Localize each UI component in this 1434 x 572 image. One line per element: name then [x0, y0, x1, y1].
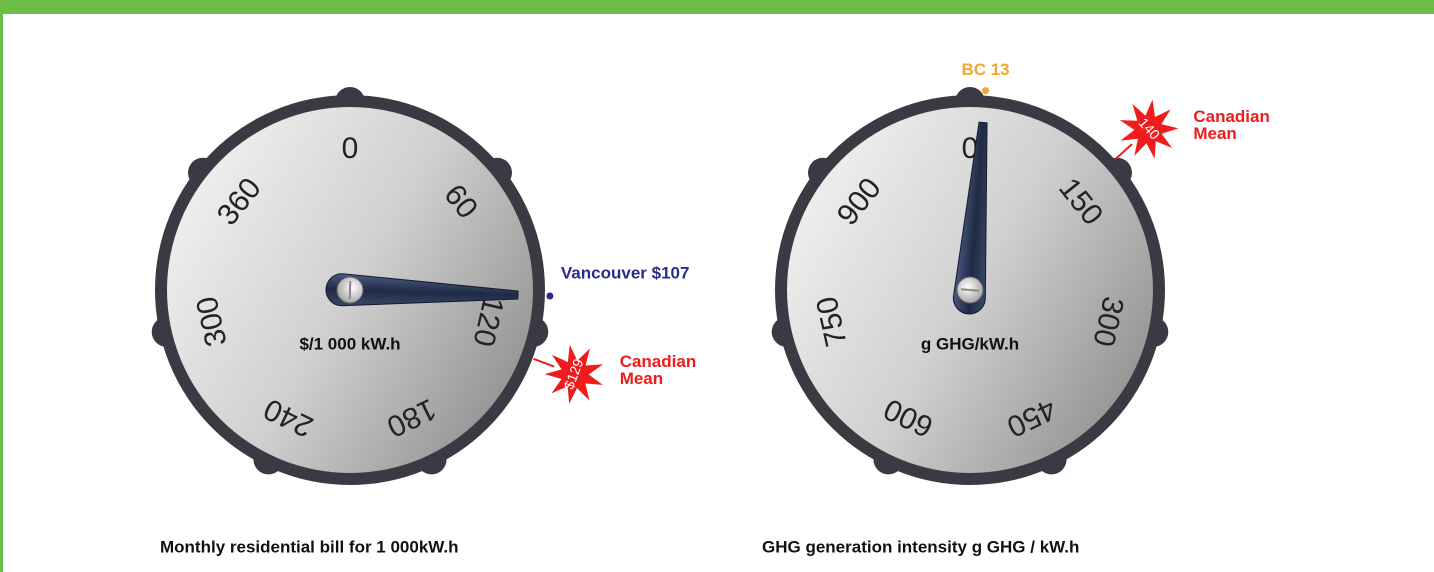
left-border	[0, 0, 3, 572]
caption: GHG generation intensity g GHG / kW.h	[762, 537, 1079, 556]
marker-line	[1116, 144, 1132, 159]
marker-line	[534, 359, 555, 367]
marker-label: Vancouver $107	[561, 263, 690, 282]
marker-dot	[982, 87, 989, 94]
marker-label: Mean	[620, 369, 663, 388]
unit-label: $/1 000 kW.h	[299, 334, 400, 353]
marker-label: Mean	[1193, 124, 1236, 143]
tick-label: 0	[342, 132, 359, 165]
marker-label: BC 13	[961, 60, 1009, 79]
page: 060120180240300360$/1 000 kW.hVancouver …	[0, 0, 1434, 572]
caption: Monthly residential bill for 1 000kW.h	[160, 537, 459, 556]
chart: 060120180240300360$/1 000 kW.hVancouver …	[0, 0, 1434, 572]
marker-dot	[546, 292, 553, 299]
unit-label: g GHG/kW.h	[921, 334, 1019, 353]
needle-cap-slot	[350, 281, 351, 299]
needle-cap-slot	[961, 289, 979, 290]
header-bar	[0, 0, 1434, 14]
